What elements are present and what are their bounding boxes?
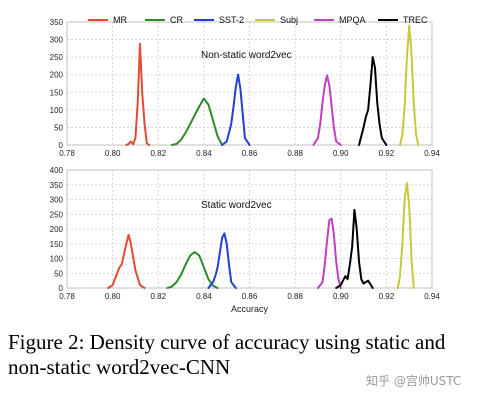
series-line-trec xyxy=(335,208,374,289)
series-line-mr xyxy=(125,42,151,146)
x-tick-label: 0.86 xyxy=(242,149,258,158)
density-figure: 0.78 0.80 0.82 0.84 0.86 0.88 0.90 0.92 0.94 0 50 1… xyxy=(50,15,441,314)
series-line-mpqa xyxy=(316,217,342,289)
y-tick-label: 250 xyxy=(50,210,64,219)
x-tick-label: 0.84 xyxy=(196,292,212,301)
panel-title: Static word2vec xyxy=(201,200,272,211)
x-axis-label: Accuracy xyxy=(231,304,269,314)
y-tick-label: 0 xyxy=(59,141,64,150)
y-tick-label: 50 xyxy=(54,269,63,278)
x-tick-label: 0.80 xyxy=(105,149,121,158)
series-line-trec xyxy=(358,56,388,146)
y-tick-label: 300 xyxy=(50,36,64,45)
x-tick-label: 0.78 xyxy=(59,292,75,301)
y-tick-label: 300 xyxy=(50,196,64,205)
y-tick-label: 150 xyxy=(50,240,64,249)
legend-label: TREC xyxy=(403,15,428,25)
series-line-cr xyxy=(170,97,224,146)
y-tick-label: 100 xyxy=(50,106,64,115)
legend-label: MPQA xyxy=(339,15,366,25)
legend-label: MR xyxy=(113,15,127,25)
legend: MR CR SST-2 Subj MPQA TREC xyxy=(88,15,428,25)
series-line-cr xyxy=(166,251,219,289)
x-tick-label: 0.90 xyxy=(333,149,349,158)
x-tick-label: 0.92 xyxy=(379,149,395,158)
series-line-subj xyxy=(396,182,415,289)
legend-label: SST-2 xyxy=(219,15,244,25)
y-tick-label: 350 xyxy=(50,18,64,27)
x-tick-label: 0.88 xyxy=(287,292,303,301)
series-line-sst-2 xyxy=(207,232,237,289)
x-tick-label: 0.90 xyxy=(333,292,349,301)
series-line-mr xyxy=(107,233,146,289)
watermark: 知乎 @宫帅USTC xyxy=(366,374,462,388)
series-line-subj xyxy=(399,24,420,146)
y-tick-label: 200 xyxy=(50,225,64,234)
chart-panel-1: 0.78 0.80 0.82 0.84 0.86 0.88 0.90 0.92 0.94 0 50 1… xyxy=(50,18,441,158)
series-line-sst-2 xyxy=(221,73,251,146)
x-tick-label: 0.80 xyxy=(105,292,121,301)
legend-label: Subj xyxy=(280,15,298,25)
y-tick-label: 250 xyxy=(50,53,64,62)
y-tick-label: 350 xyxy=(50,181,64,190)
y-tick-label: 100 xyxy=(50,255,64,264)
x-tick-label: 0.84 xyxy=(196,149,212,158)
y-tick-label: 400 xyxy=(50,166,64,175)
x-tick-label: 0.94 xyxy=(424,149,440,158)
y-tick-label: 50 xyxy=(54,123,63,132)
x-tick-label: 0.82 xyxy=(150,149,166,158)
x-tick-label: 0.82 xyxy=(150,292,166,301)
y-tick-label: 0 xyxy=(59,284,64,293)
legend-label: CR xyxy=(170,15,183,25)
panel-title: Non-static word2vec xyxy=(201,50,292,61)
y-tick-label: 200 xyxy=(50,71,64,80)
figure-caption: Figure 2: Density curve of accuracy usin… xyxy=(8,330,446,379)
x-tick-label: 0.78 xyxy=(59,149,75,158)
chart-panel-2: 0.78 0.80 0.82 0.84 0.86 0.88 0.90 0.92 0.94 0 50 1… xyxy=(50,166,441,301)
y-tick-label: 150 xyxy=(50,88,64,97)
series-line-mpqa xyxy=(312,74,342,146)
x-tick-label: 0.92 xyxy=(379,292,395,301)
x-tick-label: 0.88 xyxy=(287,149,303,158)
x-tick-label: 0.94 xyxy=(424,292,440,301)
x-tick-label: 0.86 xyxy=(242,292,258,301)
